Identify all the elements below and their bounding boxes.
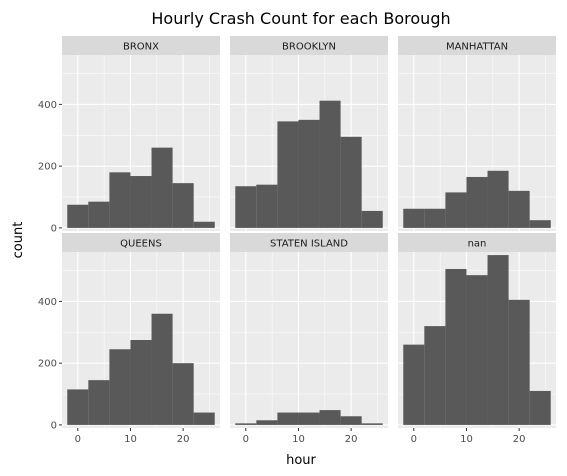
panel-nan-strip-label: nan (468, 239, 487, 250)
panel-manhattan-bar (403, 208, 425, 228)
panel-manhattan-bar (487, 170, 509, 228)
panel-manhattan: MANHATTAN (398, 36, 556, 231)
panel-staten-island-bar (361, 423, 383, 425)
panel-staten-island: STATEN ISLAND 0 10 20 (230, 233, 388, 445)
panel-queens: QUEENS 0 200 400 0 10 20 (38, 233, 220, 445)
panel-brooklyn: BROOKLYN (230, 36, 388, 231)
panel-nan: nan 0 10 20 (398, 233, 556, 445)
panel-queens-y-tick-label: 200 (38, 359, 57, 370)
panel-bronx-bar (151, 147, 173, 228)
panel-brooklyn-bar (277, 121, 299, 228)
panel-nan-bar (508, 299, 530, 425)
panel-bronx-bar (109, 172, 131, 228)
panel-nan-bar (424, 326, 446, 425)
panel-queens-y-tick-label: 400 (38, 297, 57, 308)
panel-bronx-strip-label: BRONX (123, 42, 159, 53)
panel-nan-bar (445, 268, 467, 425)
panel-staten-island-bar (277, 412, 299, 425)
panel-staten-island-background (230, 252, 388, 428)
panel-queens-x-tick-label: 0 (75, 434, 81, 445)
panel-nan-bar (487, 255, 509, 425)
panel-queens-bar (193, 412, 215, 425)
panel-queens-bar (130, 340, 152, 425)
panel-bronx: BRONX 0 200 400 (38, 36, 220, 234)
panel-nan-x-tick-label: 0 (411, 434, 417, 445)
panel-nan-x-tick-label: 10 (460, 434, 473, 445)
panel-bronx-y-tick-label: 400 (38, 100, 57, 111)
panel-brooklyn-bar (340, 136, 362, 228)
panel-manhattan-strip-label: MANHATTAN (446, 42, 508, 53)
panel-bronx-strip (62, 36, 220, 55)
panel-queens-bar (151, 313, 173, 425)
panel-manhattan-bar (424, 208, 446, 228)
panel-bronx-bar (130, 176, 152, 228)
panel-queens-bar (88, 380, 110, 425)
panel-brooklyn-bar (256, 184, 278, 228)
panel-staten-island-bar (256, 420, 278, 425)
panel-manhattan-bar (466, 176, 488, 228)
panel-queens-y-tick-label: 0 (51, 420, 57, 431)
x-axis-title: hour (286, 453, 316, 468)
panel-brooklyn-bar (361, 210, 383, 228)
panel-manhattan-bar (529, 220, 551, 228)
panel-nan-bar (529, 390, 551, 425)
panel-staten-island-bar (340, 416, 362, 425)
panel-staten-island-x-tick-label: 10 (292, 434, 305, 445)
panel-manhattan-bar (445, 192, 467, 228)
panel-queens-bar (172, 363, 194, 425)
panel-brooklyn-strip (230, 36, 388, 55)
panel-bronx-bar (88, 201, 110, 228)
panel-staten-island-bar (319, 410, 341, 425)
y-axis-title: count (11, 222, 26, 259)
panel-manhattan-strip (398, 36, 556, 55)
panel-nan-strip (398, 233, 556, 252)
panel-nan-bar (403, 344, 425, 425)
panel-queens-strip (62, 233, 220, 252)
panel-manhattan-bar (508, 190, 530, 228)
panel-bronx-bar (67, 204, 89, 228)
panel-staten-island-x-tick-label: 20 (345, 434, 358, 445)
panel-bronx-bar (172, 183, 194, 228)
panel-brooklyn-bar (235, 186, 257, 228)
panel-queens-x-tick-label: 20 (177, 434, 190, 445)
panel-bronx-y-tick-label: 0 (51, 223, 57, 234)
panel-queens-bar (67, 389, 89, 425)
panel-nan-bar (466, 275, 488, 425)
panel-staten-island-bar (298, 412, 320, 425)
panel-bronx-y-tick-label: 200 (38, 162, 57, 173)
panel-brooklyn-bar (298, 119, 320, 228)
panel-brooklyn-bar (319, 100, 341, 228)
panel-staten-island-strip-label: STATEN ISLAND (270, 239, 348, 250)
panel-queens-strip-label: QUEENS (120, 239, 162, 250)
panel-staten-island-strip (230, 233, 388, 252)
panel-brooklyn-strip-label: BROOKLYN (282, 42, 336, 53)
panel-nan-x-tick-label: 20 (513, 434, 526, 445)
panel-queens-x-tick-label: 10 (124, 434, 137, 445)
panel-staten-island-x-tick-label: 0 (243, 434, 249, 445)
chart-title: Hourly Crash Count for each Borough (151, 9, 450, 28)
panel-queens-bar (109, 349, 131, 425)
panel-bronx-bar (193, 221, 215, 228)
panel-staten-island-bar (235, 423, 257, 425)
